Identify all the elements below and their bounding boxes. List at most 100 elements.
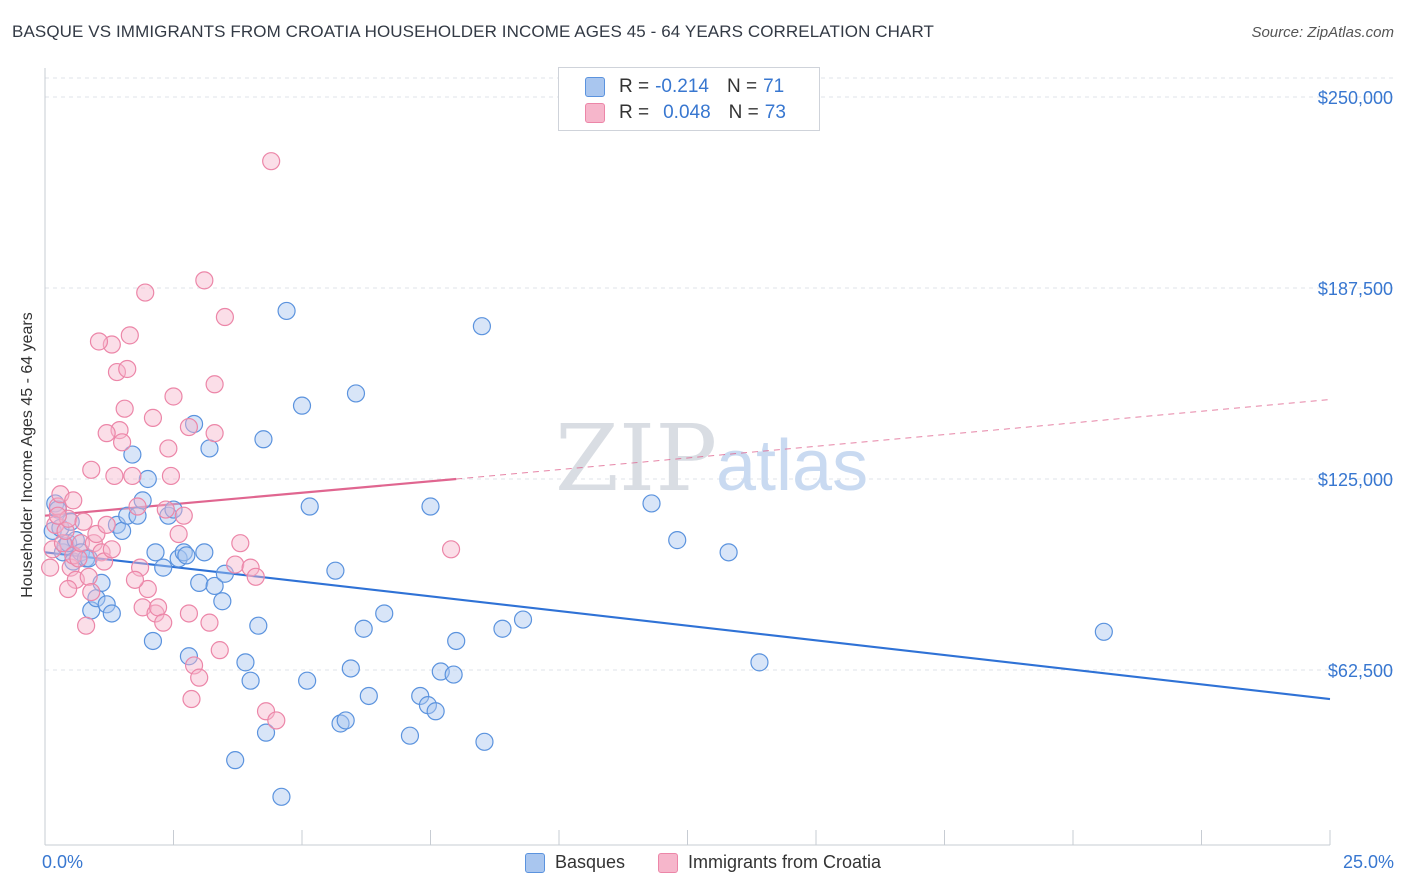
data-point bbox=[254, 430, 273, 449]
data-point bbox=[128, 497, 147, 516]
data-point bbox=[213, 592, 232, 611]
legend-item-croatia[interactable]: Immigrants from Croatia bbox=[658, 852, 881, 873]
legend-label-basques: Basques bbox=[554, 852, 625, 872]
data-point bbox=[138, 469, 157, 489]
data-point bbox=[668, 531, 687, 550]
data-point bbox=[89, 332, 109, 351]
data-point bbox=[74, 512, 93, 531]
data-point bbox=[112, 433, 132, 452]
data-point bbox=[205, 576, 224, 596]
data-point bbox=[231, 534, 250, 553]
data-point bbox=[236, 653, 255, 672]
data-point bbox=[123, 445, 142, 464]
grid-lines bbox=[45, 77, 1394, 671]
data-point bbox=[174, 506, 193, 525]
data-point bbox=[277, 301, 296, 321]
data-point bbox=[143, 408, 163, 427]
data-point bbox=[107, 362, 127, 382]
x-tick-max: 25.0% bbox=[1342, 852, 1394, 872]
data-point bbox=[179, 417, 199, 437]
legend-n-value: 71 bbox=[763, 76, 785, 97]
data-point bbox=[336, 711, 355, 730]
data-point bbox=[118, 506, 137, 525]
data-point bbox=[136, 283, 155, 302]
data-point bbox=[97, 515, 116, 534]
series-basques bbox=[43, 301, 1113, 806]
legend-item-basques[interactable]: Basques bbox=[524, 852, 625, 873]
data-point bbox=[444, 665, 463, 684]
legend-n-label: N = bbox=[728, 102, 759, 123]
data-point bbox=[750, 653, 769, 672]
data-point bbox=[164, 500, 183, 519]
data-point bbox=[642, 494, 661, 513]
data-point bbox=[195, 543, 214, 562]
legend-label-croatia: Immigrants from Croatia bbox=[688, 852, 882, 872]
legend-swatch-croatia bbox=[585, 103, 605, 123]
data-point bbox=[159, 439, 178, 458]
data-point bbox=[210, 641, 229, 660]
data-point bbox=[184, 414, 204, 434]
data-point bbox=[148, 598, 168, 617]
data-point bbox=[71, 534, 91, 553]
data-point bbox=[115, 399, 134, 418]
data-point bbox=[475, 732, 494, 751]
data-point bbox=[64, 491, 83, 510]
correlation-legend: R = -0.214 N = 71 R = 0.048 N = 73 bbox=[558, 67, 820, 131]
data-point bbox=[97, 595, 116, 614]
data-point bbox=[154, 613, 173, 632]
data-point bbox=[246, 567, 265, 586]
data-point bbox=[513, 610, 533, 629]
data-point bbox=[354, 619, 373, 638]
data-point bbox=[118, 359, 137, 379]
data-point bbox=[256, 723, 276, 742]
data-point bbox=[69, 549, 88, 568]
data-point bbox=[102, 604, 121, 623]
data-points bbox=[41, 152, 1113, 806]
data-point bbox=[375, 604, 394, 623]
y-tick-label: $187,500 bbox=[1318, 279, 1393, 299]
data-point bbox=[43, 540, 62, 559]
data-point bbox=[179, 604, 199, 623]
data-point bbox=[441, 540, 461, 559]
series-croatia bbox=[41, 152, 461, 730]
data-point bbox=[41, 558, 60, 577]
data-point bbox=[82, 582, 101, 602]
legend-row-basques: R = -0.214 N = 71 bbox=[585, 75, 784, 99]
legend-r-value: -0.214 bbox=[655, 76, 709, 97]
y-tick-label: $250,000 bbox=[1318, 88, 1393, 108]
data-point bbox=[411, 686, 430, 706]
data-point bbox=[146, 543, 165, 562]
data-point bbox=[421, 497, 440, 516]
legend-swatch-basques bbox=[585, 77, 605, 97]
data-point bbox=[125, 570, 145, 589]
data-point bbox=[359, 686, 378, 706]
data-point bbox=[262, 152, 281, 171]
data-point bbox=[87, 524, 106, 544]
data-point bbox=[190, 573, 209, 593]
data-point bbox=[1094, 622, 1113, 641]
data-point bbox=[241, 558, 260, 577]
data-point bbox=[267, 711, 286, 730]
data-point bbox=[48, 506, 67, 525]
series-legend: Basques Immigrants from Croatia bbox=[0, 852, 1406, 878]
data-point bbox=[215, 564, 234, 583]
data-point bbox=[226, 555, 245, 574]
data-point bbox=[298, 671, 317, 690]
data-point bbox=[77, 616, 96, 635]
data-point bbox=[156, 500, 175, 519]
data-point bbox=[102, 540, 121, 559]
data-point bbox=[331, 714, 350, 733]
data-point bbox=[256, 702, 276, 721]
legend-swatch-croatia bbox=[658, 852, 679, 873]
y-tick-label: $125,000 bbox=[1318, 470, 1393, 490]
data-point bbox=[346, 384, 366, 403]
data-point bbox=[241, 671, 260, 690]
trend-line-solid bbox=[44, 477, 457, 517]
data-point bbox=[205, 424, 224, 443]
data-point bbox=[79, 567, 98, 586]
data-point bbox=[200, 613, 219, 632]
legend-n-label: N = bbox=[726, 76, 758, 97]
data-point bbox=[249, 616, 268, 635]
legend-swatch-basques bbox=[524, 852, 545, 873]
